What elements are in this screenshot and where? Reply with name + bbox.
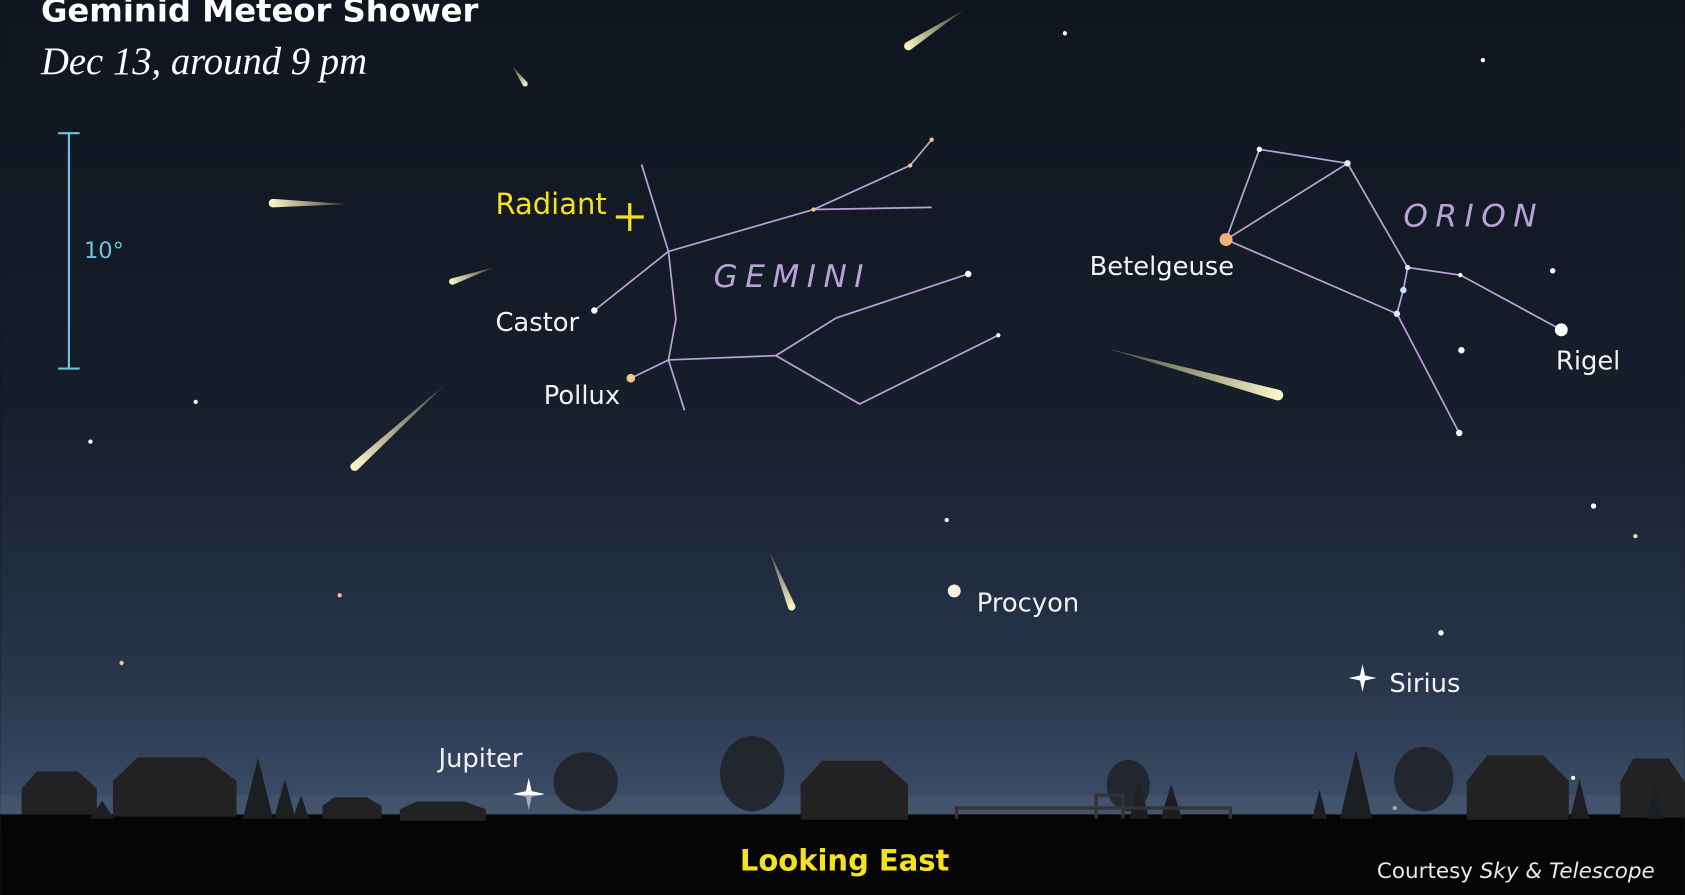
star — [591, 307, 598, 314]
meteor-streak — [1105, 348, 1284, 401]
constellation-line — [775, 334, 999, 405]
star — [1550, 268, 1556, 274]
star — [1062, 31, 1068, 36]
meteor-streak — [268, 198, 348, 208]
house — [322, 797, 382, 819]
tree — [1647, 784, 1663, 819]
meteor-streak — [449, 267, 494, 285]
meteor-streak — [512, 66, 528, 87]
star — [88, 439, 93, 444]
star-label: Pollux — [544, 381, 620, 411]
star — [1256, 146, 1263, 153]
radiant-marker — [615, 203, 644, 232]
constellation-line — [813, 206, 932, 211]
tree — [90, 800, 115, 819]
credit: Courtesy Sky & Telescope — [1377, 859, 1655, 884]
tree — [292, 795, 310, 819]
star — [1570, 775, 1576, 781]
scale-label: 10° — [84, 238, 124, 264]
bare-tree — [553, 752, 618, 812]
star — [908, 163, 913, 168]
star — [929, 137, 934, 142]
meteor-streak — [350, 384, 445, 471]
bare-tree — [1394, 746, 1454, 812]
star — [947, 584, 961, 598]
star — [944, 517, 949, 523]
jupiter-marker — [512, 777, 545, 811]
house — [800, 760, 909, 820]
meteor — [904, 10, 963, 51]
constellation-line — [1396, 313, 1460, 434]
bare-tree — [720, 735, 785, 812]
planet-label: Jupiter — [437, 744, 523, 774]
star-label: Sirius — [1389, 669, 1460, 699]
star-label: Procyon — [977, 588, 1079, 618]
constellation-line — [1225, 148, 1350, 241]
house — [1466, 755, 1569, 820]
credit-prefix: Courtesy — [1377, 859, 1473, 884]
star — [193, 399, 198, 404]
meteor — [350, 384, 445, 471]
radiant-label: Radiant — [495, 187, 606, 221]
meteor — [512, 66, 528, 87]
constellation-line — [640, 164, 686, 411]
star — [1455, 429, 1463, 437]
star — [1438, 630, 1444, 636]
star — [1480, 58, 1486, 63]
direction-label: Looking East — [740, 843, 950, 877]
house — [112, 757, 237, 817]
constellation-line — [668, 139, 933, 253]
house — [21, 771, 97, 815]
scale-bar — [58, 132, 80, 370]
credit-source: Sky & Telescope — [1480, 859, 1655, 884]
star — [1393, 310, 1401, 317]
star — [1344, 160, 1351, 167]
star — [811, 207, 816, 212]
meteor — [449, 267, 494, 285]
constellation-label: GEMINI — [714, 259, 871, 295]
constellation-line — [593, 250, 669, 312]
star — [1404, 264, 1411, 271]
tree — [1160, 784, 1183, 819]
star — [996, 333, 1001, 338]
house — [399, 801, 486, 821]
meteor — [1105, 348, 1284, 401]
star — [1219, 233, 1233, 247]
constellation-label: ORION — [1403, 199, 1544, 235]
subtitle: Dec 13, around 9 pm — [40, 41, 367, 83]
title: Geminid Meteor Shower — [41, 0, 478, 29]
sirius-marker — [1348, 663, 1377, 692]
star — [1400, 286, 1407, 294]
star — [1633, 533, 1638, 539]
meteor-streak — [769, 551, 796, 611]
star-label: Betelgeuse — [1090, 252, 1234, 282]
star — [626, 373, 636, 383]
tree — [1339, 749, 1373, 819]
meteor — [769, 551, 796, 611]
tree — [242, 757, 274, 819]
star — [337, 593, 342, 598]
star — [1590, 503, 1597, 509]
fence — [954, 793, 1232, 819]
tree — [1569, 778, 1590, 819]
bare-tree — [1106, 759, 1150, 812]
star — [1458, 272, 1463, 278]
star — [119, 660, 124, 666]
star — [1458, 347, 1465, 354]
star-label: Castor — [495, 308, 579, 338]
star — [1554, 323, 1568, 337]
star — [964, 270, 972, 278]
house — [1620, 758, 1685, 818]
star-label: Rigel — [1556, 347, 1620, 377]
tree — [274, 778, 296, 819]
tree — [1312, 789, 1328, 819]
meteor-streak — [904, 10, 963, 51]
ground — [0, 814, 1685, 895]
meteor — [268, 198, 348, 208]
